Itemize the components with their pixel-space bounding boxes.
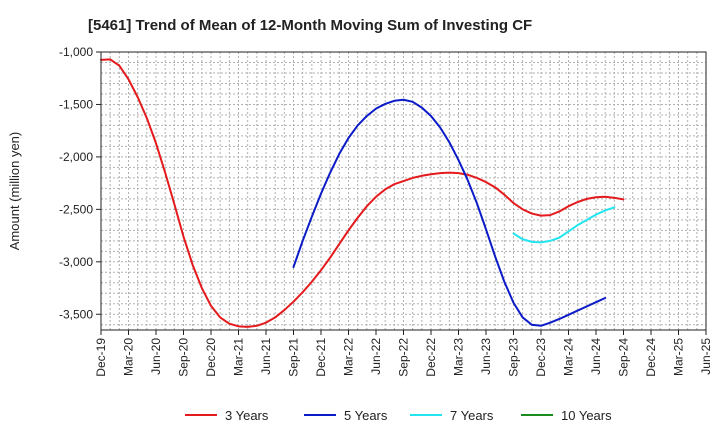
chart-title: [5461] Trend of Mean of 12-Month Moving … [88, 17, 532, 34]
series-line-7-years [512, 206, 616, 244]
y-tick-label: -3,500 [59, 307, 93, 321]
x-tick-label: Mar-21 [232, 338, 246, 376]
x-tick-label: Mar-23 [452, 338, 466, 376]
x-tick-label: Mar-20 [122, 338, 136, 376]
x-tick-label: Dec-20 [204, 338, 218, 377]
legend-label: 7 Years [450, 408, 494, 423]
x-tick-label: Mar-24 [562, 338, 576, 376]
x-tick-label: Sep-24 [617, 338, 631, 377]
y-tick-label: -3,000 [59, 255, 93, 269]
x-tick-label: Jun-20 [149, 338, 163, 375]
x-tick-label: Sep-22 [397, 338, 411, 377]
legend-label: 5 Years [344, 408, 388, 423]
x-tick-label: Dec-19 [94, 338, 108, 377]
x-tick-label: Dec-24 [644, 338, 658, 377]
series-lines [100, 58, 625, 328]
legend-label: 10 Years [561, 408, 612, 423]
x-tick-label: Jun-22 [369, 338, 383, 375]
x-tick-label: Sep-21 [287, 338, 301, 377]
x-axis-ticks: Dec-19 Mar-20 Jun-20 Sep-20 Dec-20 Mar-21 Jun-… [94, 330, 713, 377]
y-tick-label: -1,500 [59, 97, 93, 111]
x-tick-label: Jun-24 [589, 338, 603, 375]
x-tick-label: Jun-25 [699, 338, 713, 375]
x-tick-label: Sep-23 [507, 338, 521, 377]
x-tick-label: Dec-21 [314, 338, 328, 377]
series-line-5-years [292, 98, 607, 327]
x-tick-label: Mar-22 [342, 338, 356, 376]
x-tick-label: Dec-23 [534, 338, 548, 377]
y-axis-ticks: -1,000 -1,500 -2,000 -2,500 -3,000 -3,500 [59, 45, 101, 321]
grid [100, 51, 707, 330]
x-tick-label: Mar-25 [672, 338, 686, 376]
series-line-3-years [100, 58, 625, 328]
legend: 3 Years 5 Years 7 Years 10 Years [185, 408, 612, 423]
y-tick-label: -2,000 [59, 150, 93, 164]
x-tick-label: Jun-21 [259, 338, 273, 375]
x-tick-label: Jun-23 [479, 338, 493, 375]
y-tick-label: -2,500 [59, 202, 93, 216]
legend-label: 3 Years [225, 408, 269, 423]
x-tick-label: Dec-22 [424, 338, 438, 377]
x-tick-label: Sep-20 [177, 338, 191, 377]
y-tick-label: -1,000 [59, 45, 93, 59]
y-axis-title: Amount (million yen) [7, 132, 22, 251]
